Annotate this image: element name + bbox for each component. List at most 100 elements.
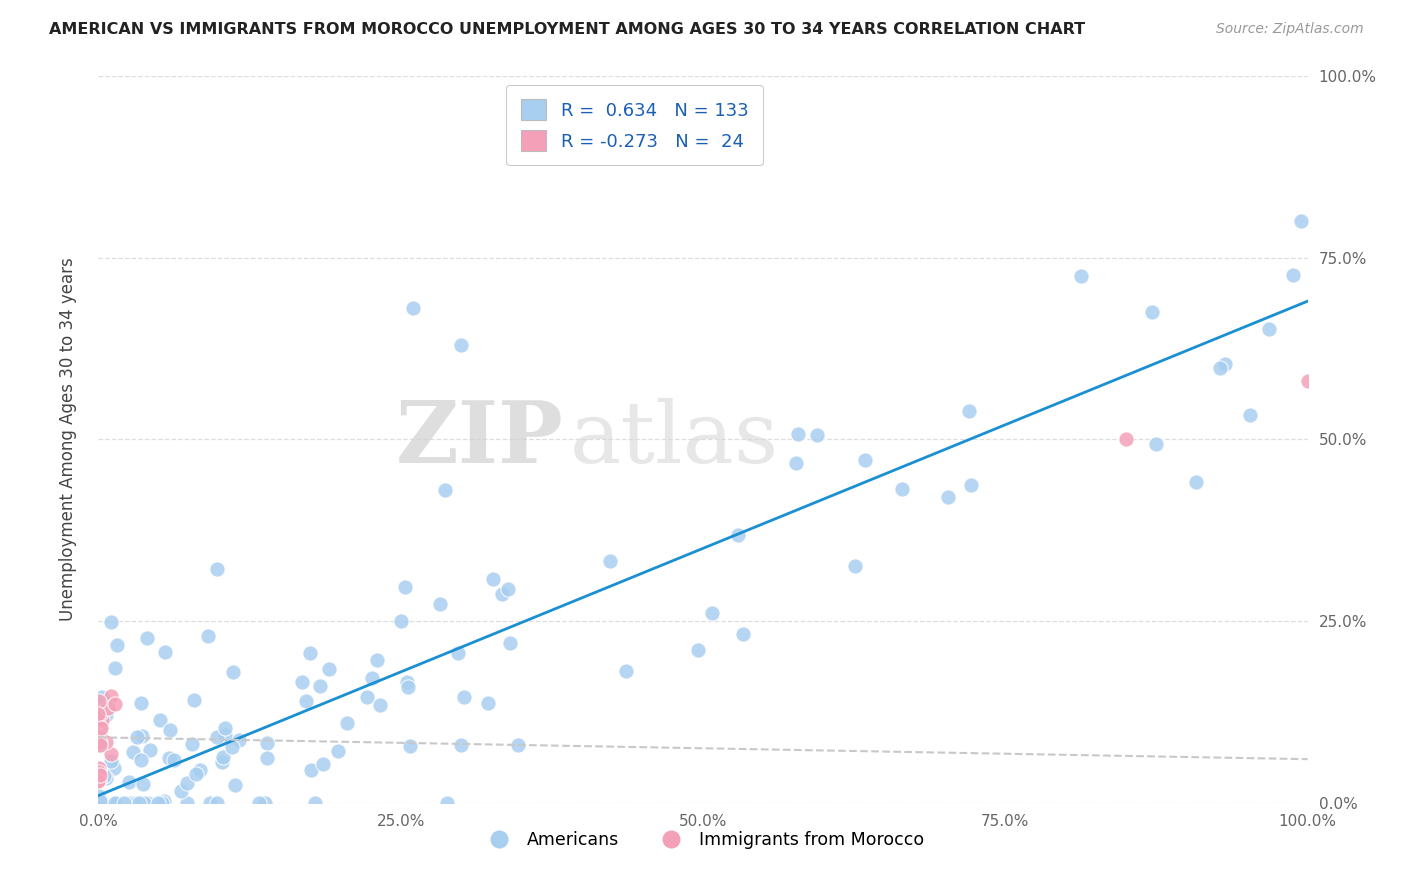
- Point: [1142, 304, 1164, 318]
- Point: [496, 582, 519, 596]
- Point: [87, 761, 110, 775]
- Point: [107, 796, 129, 810]
- Point: [87, 729, 110, 743]
- Point: [89, 768, 111, 782]
- Point: [205, 730, 228, 744]
- Point: [1209, 361, 1232, 376]
- Point: [125, 730, 148, 744]
- Point: [87, 764, 110, 779]
- Point: [90, 796, 112, 810]
- Point: [136, 796, 159, 810]
- Point: [87, 763, 110, 777]
- Point: [93, 769, 115, 783]
- Point: [356, 690, 378, 704]
- Point: [197, 629, 219, 643]
- Point: [299, 646, 322, 660]
- Point: [129, 753, 152, 767]
- Point: [89, 735, 111, 749]
- Point: [89, 738, 111, 752]
- Point: [103, 761, 125, 775]
- Point: [398, 739, 420, 753]
- Point: [506, 738, 529, 752]
- Point: [394, 581, 416, 595]
- Point: [1070, 268, 1092, 283]
- Point: [176, 776, 198, 790]
- Point: [120, 796, 142, 810]
- Text: Source: ZipAtlas.com: Source: ZipAtlas.com: [1216, 22, 1364, 37]
- Point: [700, 607, 723, 621]
- Point: [153, 645, 176, 659]
- Point: [482, 573, 505, 587]
- Point: [256, 736, 278, 750]
- Point: [299, 763, 322, 777]
- Point: [107, 796, 129, 810]
- Point: [122, 745, 145, 759]
- Point: [253, 796, 276, 810]
- Point: [1184, 475, 1206, 490]
- Point: [731, 626, 754, 640]
- Point: [336, 716, 359, 731]
- Point: [402, 301, 425, 316]
- Point: [1296, 374, 1319, 388]
- Point: [132, 796, 155, 810]
- Point: [247, 796, 270, 810]
- Point: [128, 796, 150, 810]
- Point: [87, 717, 110, 731]
- Point: [198, 796, 221, 810]
- Point: [395, 675, 418, 690]
- Point: [89, 738, 111, 752]
- Point: [304, 796, 326, 810]
- Point: [806, 428, 828, 442]
- Point: [153, 794, 176, 808]
- Point: [100, 747, 122, 761]
- Point: [104, 697, 127, 711]
- Point: [221, 739, 243, 754]
- Point: [256, 751, 278, 765]
- Point: [118, 775, 141, 789]
- Point: [214, 721, 236, 735]
- Point: [1213, 357, 1236, 371]
- Point: [188, 763, 211, 777]
- Point: [205, 796, 228, 810]
- Point: [96, 771, 118, 785]
- Point: [89, 792, 111, 806]
- Point: [90, 796, 112, 810]
- Point: [97, 701, 120, 715]
- Point: [139, 743, 162, 757]
- Point: [844, 559, 866, 574]
- Point: [176, 796, 198, 810]
- Point: [391, 614, 413, 628]
- Point: [135, 631, 157, 645]
- Point: [477, 696, 499, 710]
- Point: [450, 738, 472, 752]
- Point: [159, 751, 181, 765]
- Text: atlas: atlas: [569, 398, 779, 481]
- Point: [87, 693, 110, 707]
- Point: [295, 694, 318, 708]
- Point: [87, 796, 110, 810]
- Point: [936, 490, 959, 504]
- Point: [89, 794, 111, 808]
- Point: [1115, 432, 1137, 446]
- Point: [291, 674, 314, 689]
- Point: [396, 680, 419, 694]
- Text: ZIP: ZIP: [396, 397, 564, 482]
- Point: [87, 706, 110, 721]
- Point: [87, 763, 110, 777]
- Point: [311, 757, 333, 772]
- Point: [183, 693, 205, 707]
- Point: [205, 562, 228, 576]
- Point: [727, 528, 749, 542]
- Point: [212, 750, 235, 764]
- Point: [105, 796, 128, 810]
- Point: [184, 767, 207, 781]
- Point: [453, 690, 475, 705]
- Point: [436, 796, 458, 810]
- Point: [132, 777, 155, 791]
- Text: AMERICAN VS IMMIGRANTS FROM MOROCCO UNEMPLOYMENT AMONG AGES 30 TO 34 YEARS CORRE: AMERICAN VS IMMIGRANTS FROM MOROCCO UNEM…: [49, 22, 1085, 37]
- Point: [90, 735, 112, 749]
- Point: [150, 796, 173, 810]
- Point: [131, 696, 153, 710]
- Point: [159, 723, 181, 738]
- Point: [125, 796, 148, 810]
